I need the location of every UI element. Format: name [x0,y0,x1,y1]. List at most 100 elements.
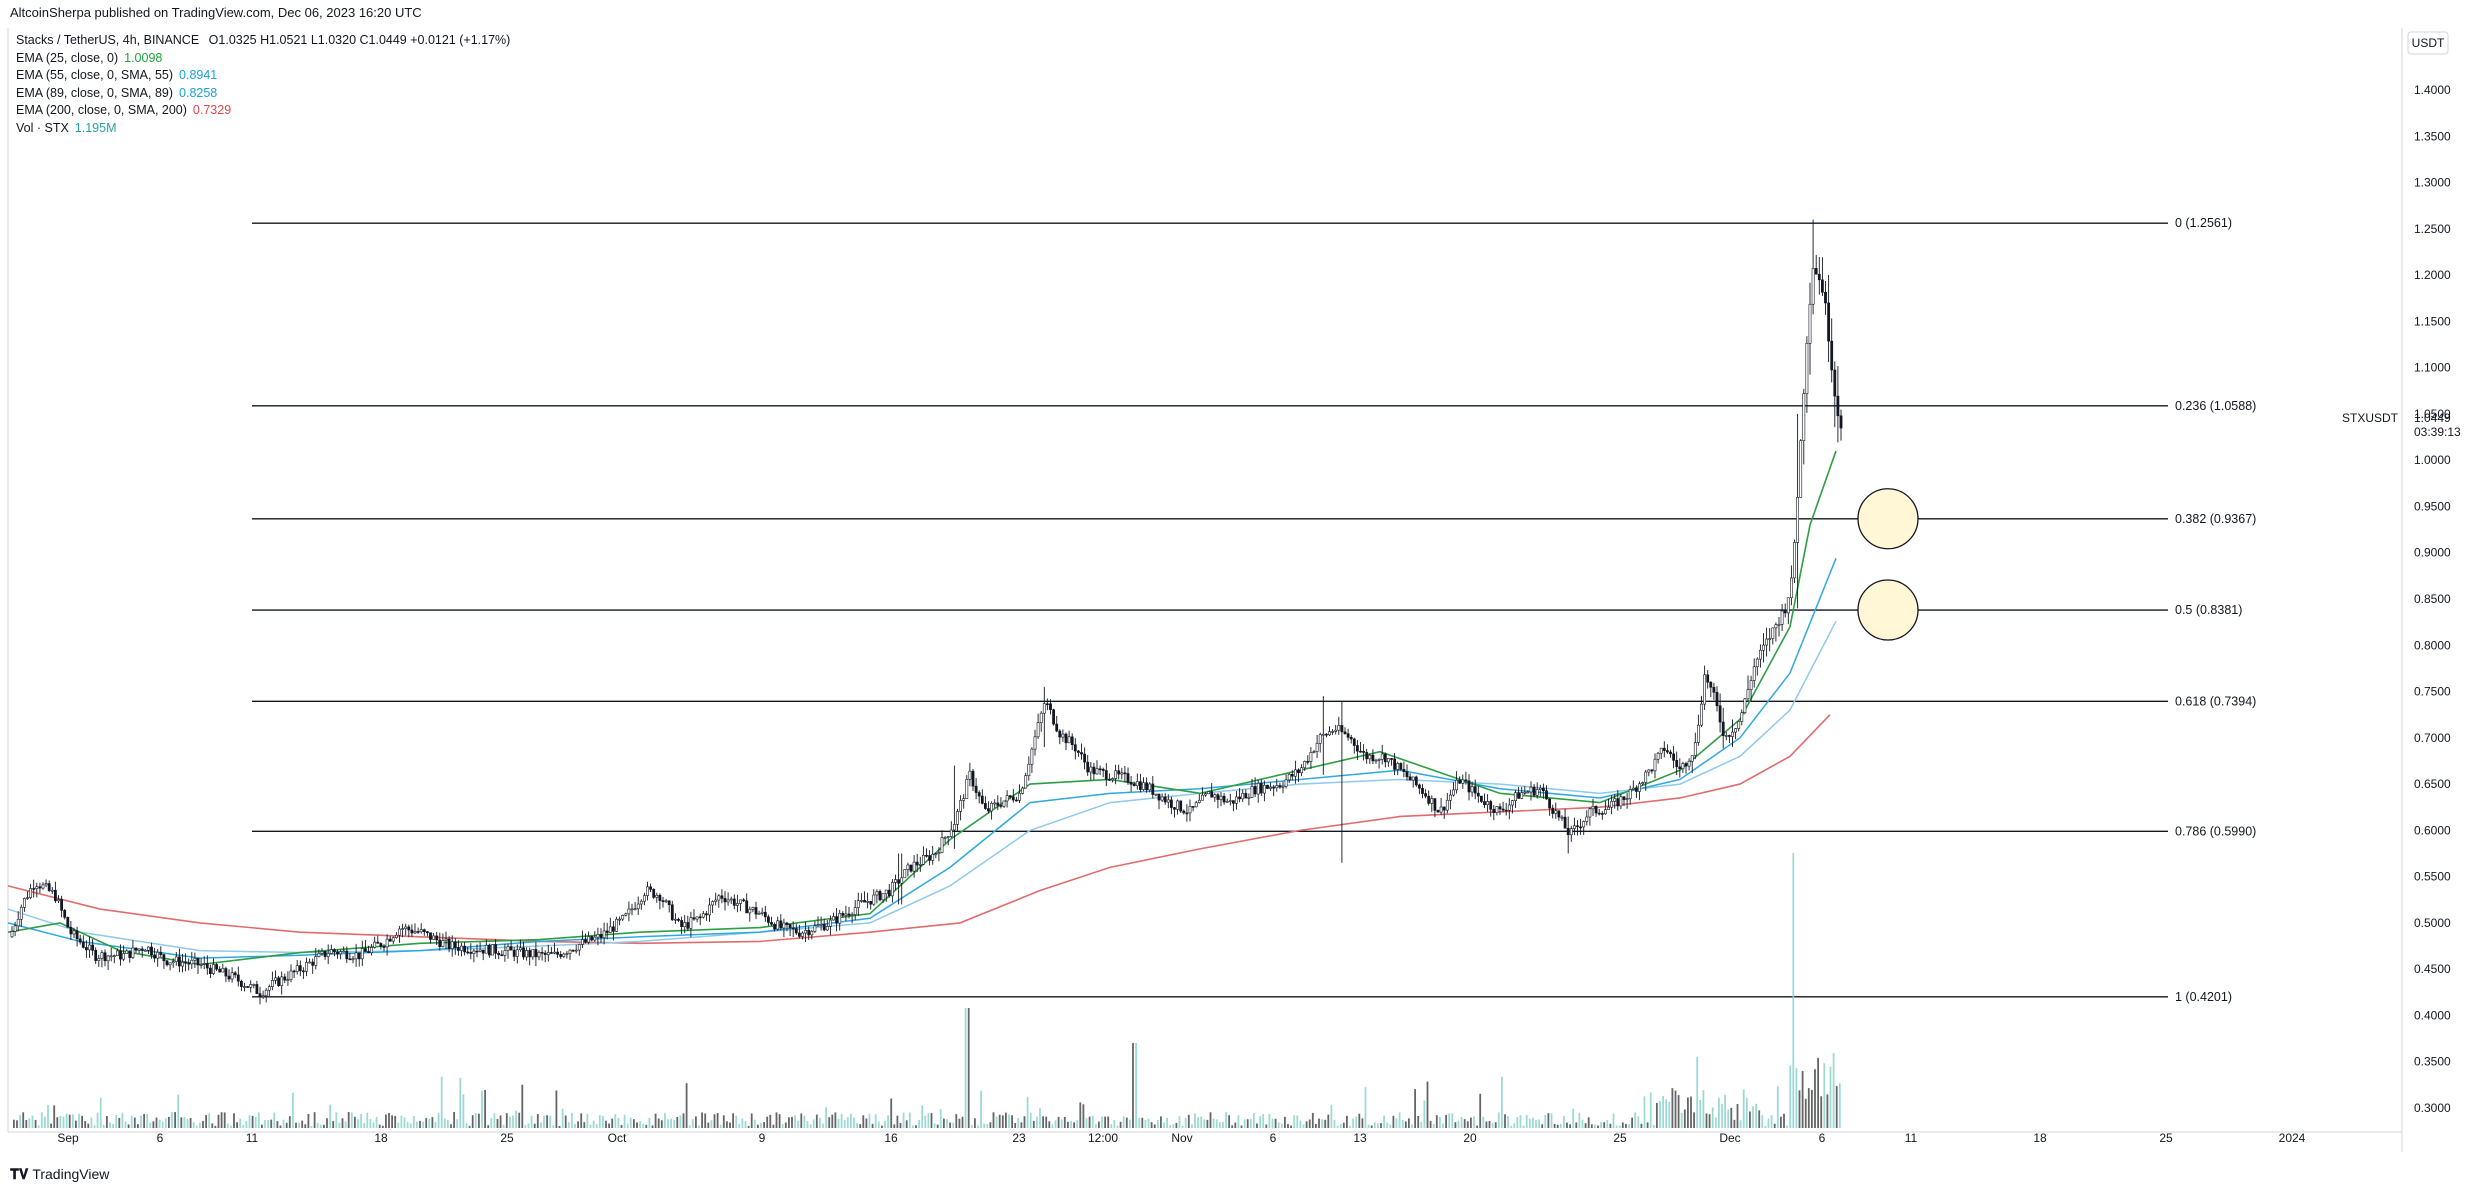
candle-body [822,923,826,931]
volume-bar [890,1098,893,1128]
candle-body [174,956,178,962]
annotation-circle[interactable] [1857,579,1919,641]
volume-bar [152,1121,155,1128]
candle-body [1703,674,1707,705]
volume-bar [440,1076,443,1128]
candle-body [450,941,454,949]
candle-body [38,886,42,889]
candle-body [1216,794,1220,800]
volume-bar [707,1122,710,1128]
indicator-row[interactable]: EMA (89, close, 0, SMA, 89) 0.8258 [16,85,510,103]
candle-body [608,926,612,933]
candle-body [801,932,804,937]
volume-bar [1225,1112,1227,1128]
candle-body [1058,730,1062,738]
price-tick-label: 0.9000 [2414,546,2451,560]
candle-body [810,931,814,936]
candle-body [1204,793,1207,796]
volume-bar [1541,1124,1544,1128]
candle-body [224,968,228,977]
candle-body [915,861,919,866]
candle-body [1039,712,1043,723]
candle-body [1362,751,1366,753]
candle-body [584,939,587,943]
volume-bar [704,1113,707,1128]
price-tick-label: 1.2000 [2414,268,2451,282]
volume-bar [660,1120,663,1128]
volume-bar [1045,1116,1048,1128]
candle-body [298,965,302,972]
volume-bar [831,1114,834,1128]
volume-bar [171,1112,173,1128]
candle-body [1659,747,1663,754]
candle-body [1067,736,1071,744]
volume-bar [1563,1115,1565,1128]
candle-body [655,894,659,898]
volume-bar [1423,1100,1426,1128]
volume-bar [546,1115,548,1128]
candle-body [1359,750,1362,753]
currency-box[interactable] [2407,31,2449,55]
volume-bar [1556,1124,1559,1128]
volume-bar [78,1113,80,1128]
candle-body [1287,774,1291,781]
candle-body [863,900,866,903]
candle-body [838,913,842,924]
candle-body [491,944,494,956]
indicator-row[interactable]: EMA (55, close, 0, SMA, 55) 0.8941 [16,67,510,85]
candle-body [704,913,708,916]
candle-body [658,894,662,901]
candle-body [370,947,374,953]
candle-body [1166,799,1170,803]
volume-bar [1054,1120,1057,1128]
indicator-row[interactable]: EMA (200, close, 0, SMA, 200) 0.7329 [16,102,510,120]
volume-bar [1727,1109,1730,1128]
volume-bar [230,1125,232,1128]
volume-bar [59,1115,62,1128]
volume-bar [350,1112,353,1128]
volume-bar [1603,1122,1606,1128]
volume-bar [1621,1122,1624,1128]
volume-bar [282,1119,285,1128]
volume-bar [1160,1116,1162,1128]
volume-bar [1801,1070,1804,1128]
fib-retracement[interactable]: 0 (1.2561) 0.236 (1.0588) 0.382 (0.9367) 0.… [252,216,2256,1004]
volume-bar [1702,1090,1705,1128]
price-tick-label: 1.1500 [2414,314,2451,328]
candle-body [205,963,209,969]
volume-bar [68,1114,71,1128]
indicator-row[interactable]: Vol · STX 1.195M [16,120,510,138]
candle-body [878,891,882,901]
volume-bar [1553,1123,1556,1128]
indicator-row[interactable]: EMA (25, close, 0) 1.0098 [16,50,510,68]
volume-bar [462,1094,465,1128]
volume-bar [490,1118,493,1128]
annotation-circles[interactable] [1857,488,1919,641]
volume-bar [1507,1116,1509,1128]
volume-bar [1017,1118,1020,1128]
symbol-row[interactable]: Stacks / TetherUS, 4h, BINANCE O1.0325 H… [16,32,510,50]
annotation-circle[interactable] [1857,488,1919,550]
volume-bar [40,1112,43,1128]
candle-body [1548,798,1552,809]
candle-body [1430,798,1434,804]
volume-bar [605,1120,607,1128]
candle-body [1790,577,1793,599]
volume-bar [1228,1115,1230,1128]
volume-bar [248,1115,251,1128]
candle-body [63,909,67,918]
volume-bar [496,1119,499,1128]
candle-body [137,948,141,951]
candle-body [695,916,699,920]
candle-body [1325,733,1328,736]
volume-bar [1767,1118,1770,1128]
candle-body [357,952,361,960]
candle-body [1458,779,1462,784]
candle-body [673,918,677,921]
volume-bar [1339,1123,1342,1128]
volume-bar [44,1116,46,1128]
ema-200-line [7,714,1831,945]
volume-bar [1417,1116,1420,1128]
candle-body [1080,752,1083,755]
